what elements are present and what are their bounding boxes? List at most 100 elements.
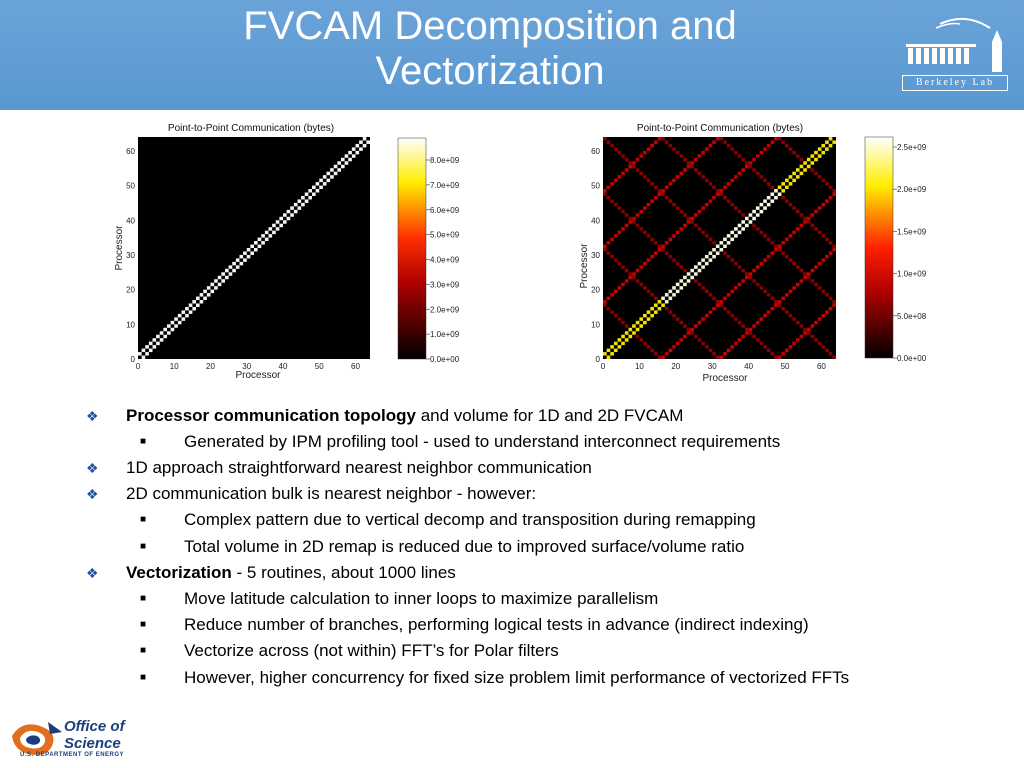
bullet-text: However, higher concurrency for fixed si… <box>184 668 850 687</box>
heatmap-cell <box>788 345 793 349</box>
heatmap-cell <box>755 227 760 231</box>
heatmap-cell <box>744 216 749 221</box>
heatmap-cell <box>664 241 669 245</box>
heatmap-cell <box>697 227 702 231</box>
y-tick-label: 30 <box>591 251 600 260</box>
heatmap-cell <box>694 265 698 269</box>
heatmap-cell <box>795 209 800 214</box>
heatmap-cell <box>781 189 786 193</box>
heatmap-cell <box>330 168 334 172</box>
heatmap-cell <box>643 150 647 155</box>
heatmap-cell <box>145 345 149 349</box>
heatmap-cell <box>170 327 175 332</box>
heatmap-cell <box>617 317 622 321</box>
heatmap-cell <box>828 306 833 311</box>
heatmap-cell <box>806 157 811 162</box>
heatmap-cell <box>701 206 705 210</box>
heatmap-cell <box>261 241 265 245</box>
heatmap-cell <box>803 331 807 335</box>
heatmap-cell <box>810 223 815 228</box>
bullet-text: 2D communication bulk is nearest neighbo… <box>126 484 537 503</box>
heatmap-cell <box>788 202 793 207</box>
heatmap-cell <box>192 300 196 304</box>
heatmap-cell <box>646 289 651 294</box>
heatmap-cell <box>828 185 833 190</box>
heatmap-cell <box>690 161 695 165</box>
heatmap-cell <box>752 279 756 283</box>
heatmap-cell <box>799 268 804 273</box>
heatmap-cell <box>337 168 341 172</box>
heatmap-cell <box>726 241 731 245</box>
heatmap-cell <box>832 355 836 359</box>
heatmap-cell <box>628 272 633 276</box>
heatmap-cell <box>763 345 767 349</box>
heatmap-cell <box>351 154 356 158</box>
heatmap-cell <box>646 202 651 207</box>
heatmap-cell <box>719 303 724 307</box>
colorbar-tick-label: 3.0e+09 <box>430 280 460 289</box>
heatmap-cell <box>635 268 640 273</box>
heatmap-cell <box>664 251 669 255</box>
bullet-bold-text: Processor communication topology <box>126 406 416 425</box>
heatmap-cell <box>810 161 815 165</box>
heatmap-cell <box>362 137 367 141</box>
square-bullet-icon: ■ <box>140 514 147 525</box>
heatmap-cell <box>828 143 833 148</box>
heatmap-cell <box>755 338 760 342</box>
heatmap-cell <box>613 341 618 346</box>
heatmap-cell <box>734 227 738 231</box>
heatmap-cell <box>763 178 767 183</box>
heatmap-cell <box>694 223 698 228</box>
y-tick-label: 10 <box>126 320 135 329</box>
heatmap-cell <box>806 164 811 169</box>
heatmap-cell <box>770 352 775 356</box>
heatmap-cell <box>795 168 800 172</box>
heatmap-cell <box>766 143 771 148</box>
heatmap-cell <box>828 251 833 255</box>
square-bullet-icon: ■ <box>140 619 147 630</box>
colorbar-tick-label: 7.0e+09 <box>430 181 460 190</box>
heatmap-cell <box>683 268 687 273</box>
heatmap-cell <box>672 293 676 297</box>
diamond-bullet-icon: ❖ <box>86 460 99 476</box>
heatmap-cell <box>712 352 716 356</box>
heatmap-cell <box>828 241 833 245</box>
heatmap-cell <box>803 161 807 165</box>
heatmap-cell <box>734 150 738 155</box>
heatmap-cell <box>257 237 262 242</box>
heatmap-cell <box>243 258 247 262</box>
heatmap-cell <box>283 220 287 224</box>
heatmap-cell <box>286 209 291 214</box>
x-tick-label: 0 <box>601 362 606 371</box>
heatmap-cell <box>821 258 826 262</box>
heatmap-cell <box>235 265 240 269</box>
heatmap-cell <box>694 272 698 276</box>
heatmap-cell <box>744 272 749 276</box>
square-bullet-icon: ■ <box>140 436 147 447</box>
slide-title: FVCAM Decomposition and Vectorization <box>150 4 830 94</box>
heatmap-cell <box>315 189 320 193</box>
heatmap-cell <box>606 241 611 245</box>
colorbar-tick-label: 1.5e+09 <box>897 227 927 236</box>
heatmap-cell <box>748 275 753 280</box>
heatmap-cell <box>632 272 636 276</box>
heatmap-cell <box>268 227 273 231</box>
heatmap-cell <box>679 265 684 269</box>
bullet-text: Vectorize across (not within) FFT’s for … <box>184 641 559 660</box>
heatmap-cell <box>628 275 633 280</box>
heatmap-cell <box>810 268 815 273</box>
heatmap-cell <box>621 282 625 287</box>
heatmap-cell <box>795 320 800 325</box>
heatmap-cell <box>766 293 771 297</box>
y-tick-label: 50 <box>126 182 135 191</box>
heatmap-cell <box>694 279 698 283</box>
heatmap-cell <box>821 313 826 318</box>
bullet-text: Generated by IPM profiling tool - used t… <box>184 432 781 451</box>
heatmap-cell <box>795 154 800 158</box>
heatmap-cell <box>646 317 651 321</box>
y-tick-label: 60 <box>126 147 135 156</box>
heatmap-cell <box>806 327 811 332</box>
heatmap-cell <box>701 175 705 179</box>
heatmap-cell <box>613 234 618 238</box>
heatmap-cell <box>770 306 775 311</box>
